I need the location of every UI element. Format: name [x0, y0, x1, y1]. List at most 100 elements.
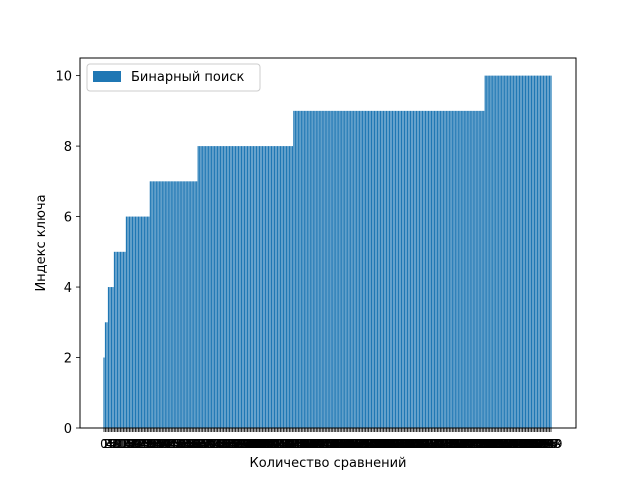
- x-tick-label: 56: [180, 437, 195, 451]
- x-tick-label: 8: [112, 437, 120, 451]
- bar: [477, 110, 479, 429]
- bar: [405, 110, 407, 429]
- x-tick-label: 237: [447, 437, 470, 451]
- x-tick-label: 1: [102, 437, 110, 451]
- x-tick-label: 34: [147, 437, 162, 451]
- bar: [357, 110, 359, 429]
- bar: [137, 216, 139, 428]
- x-tick-label: 23: [131, 437, 146, 451]
- bar: [296, 110, 298, 429]
- x-tick-label: 116: [266, 437, 289, 451]
- x-tick-label: 243: [456, 437, 479, 451]
- bar: [221, 146, 223, 428]
- x-tick-label: 289: [525, 437, 548, 451]
- x-tick-label: 64: [192, 437, 207, 451]
- x-tick-label: 131: [288, 437, 311, 451]
- bar: [309, 110, 311, 429]
- x-tick-label: 287: [522, 437, 545, 451]
- x-tick-label: 250: [466, 437, 489, 451]
- bar: [133, 216, 135, 428]
- bar: [438, 110, 440, 429]
- x-tick-label: 85: [223, 437, 238, 451]
- x-tick-label: 142: [305, 437, 328, 451]
- bar: [227, 146, 229, 428]
- x-tick-label: 213: [411, 437, 434, 451]
- x-tick-label: 261: [483, 437, 506, 451]
- x-tick-label: 81: [217, 437, 232, 451]
- bar: [379, 110, 382, 429]
- bar: [505, 75, 507, 429]
- x-tick-label: 252: [469, 437, 492, 451]
- x-tick-label: 166: [341, 437, 364, 451]
- bar: [533, 75, 536, 429]
- bar: [224, 146, 226, 428]
- bar: [246, 146, 249, 428]
- bar: [360, 110, 362, 429]
- bar: [181, 181, 183, 428]
- bar: [481, 110, 483, 429]
- x-tick-label: 282: [514, 437, 537, 451]
- x-tick-label: 216: [415, 437, 438, 451]
- bar: [312, 110, 314, 429]
- x-tick-label: 231: [438, 437, 461, 451]
- bar: [121, 251, 123, 428]
- bar: [303, 110, 305, 429]
- x-tick-label: 218: [418, 437, 441, 451]
- x-tick-label: 141: [303, 437, 326, 451]
- x-tick-label: 84: [222, 437, 237, 451]
- x-tick-label: 173: [351, 437, 374, 451]
- x-tick-label: 196: [386, 437, 409, 451]
- x-tick-label: 210: [406, 437, 429, 451]
- bar: [136, 216, 138, 428]
- bar: [116, 251, 119, 428]
- bar: [378, 110, 380, 429]
- x-tick-label: 18: [123, 437, 138, 451]
- bar: [466, 110, 468, 429]
- x-tick-label: 236: [445, 437, 468, 451]
- x-tick-label: 86: [225, 437, 240, 451]
- bar: [119, 251, 122, 428]
- bar: [495, 75, 497, 429]
- x-tick-label: 32: [144, 437, 159, 451]
- bar: [209, 146, 211, 428]
- bar: [200, 146, 202, 428]
- x-tick-label: 71: [202, 437, 217, 451]
- bar: [252, 146, 255, 428]
- bar: [496, 75, 498, 429]
- bar: [344, 110, 346, 429]
- x-tick-label: 257: [477, 437, 500, 451]
- bar: [532, 75, 534, 429]
- x-tick-label: 271: [498, 437, 521, 451]
- x-tick-label: 284: [517, 437, 540, 451]
- bar: [248, 146, 250, 428]
- bar: [324, 110, 326, 429]
- x-tick-label: 45: [164, 437, 179, 451]
- bar: [269, 146, 271, 428]
- x-tick-label: 54: [177, 437, 192, 451]
- bar: [415, 110, 418, 429]
- bar: [342, 110, 344, 429]
- bar: [522, 75, 524, 429]
- x-tick-label: 239: [450, 437, 473, 451]
- bar: [548, 75, 551, 429]
- x-tick-label: 107: [253, 437, 276, 451]
- x-tick-label: 194: [383, 437, 406, 451]
- x-tick-label: 297: [537, 437, 560, 451]
- bar: [214, 146, 216, 428]
- x-tick-label: 157: [327, 437, 350, 451]
- bar: [408, 110, 410, 429]
- bar: [376, 110, 379, 429]
- bar: [278, 146, 280, 428]
- x-tick-label: 114: [263, 437, 286, 451]
- bar: [267, 146, 270, 428]
- bar: [501, 75, 503, 429]
- x-tick-label: 38: [153, 437, 168, 451]
- bar: [487, 75, 489, 429]
- bar: [403, 110, 406, 429]
- bar: [212, 146, 214, 428]
- bar: [261, 146, 264, 428]
- x-tick-label: 17: [122, 437, 137, 451]
- x-tick-label: 12: [114, 437, 129, 451]
